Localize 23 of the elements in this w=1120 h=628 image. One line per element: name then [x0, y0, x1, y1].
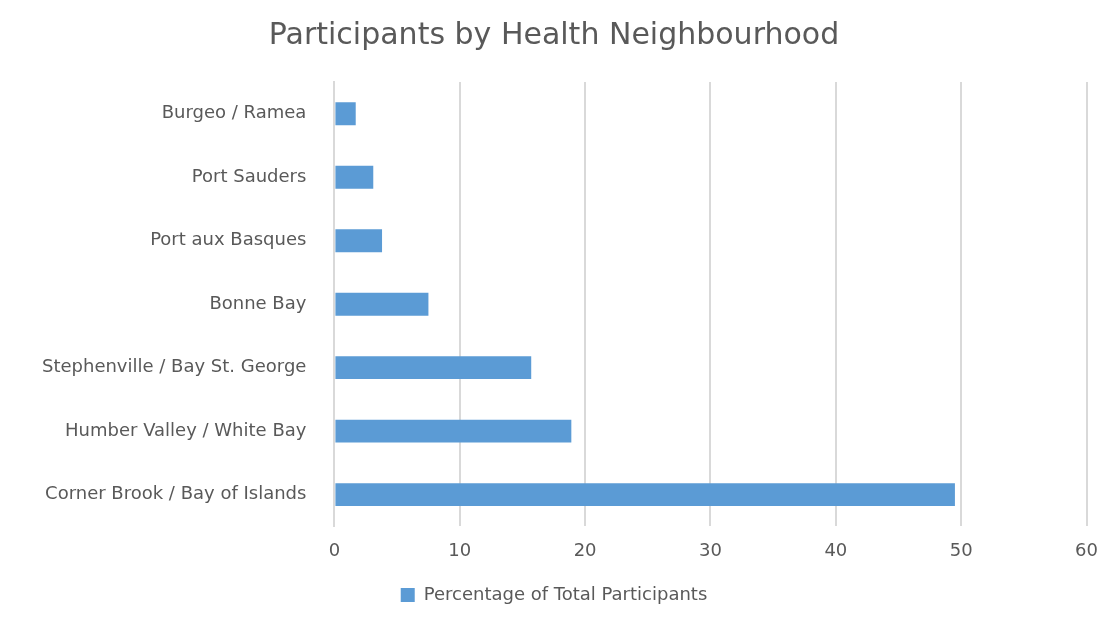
x-tick-label: 20: [573, 538, 597, 560]
chart-title: Participants by Health Neighbourhood: [268, 15, 840, 51]
legend-label: Percentage of Total Participants: [423, 582, 708, 604]
bar: [335, 229, 383, 253]
bar: [335, 165, 374, 189]
y-tick-label: Bonne Bay: [209, 291, 307, 313]
bar: [335, 419, 572, 443]
y-tick-label: Stephenville / Bay St. George: [41, 355, 307, 377]
bar: [335, 292, 429, 316]
y-tick-label: Humber Valley / White Bay: [65, 418, 307, 440]
x-tick-label: 60: [1075, 538, 1098, 560]
y-tick-label: Port Sauders: [191, 164, 307, 186]
x-tick-label: 50: [949, 538, 973, 560]
bar: [335, 102, 356, 126]
y-tick-label: Port aux Basques: [150, 228, 307, 250]
x-tick-label: 0: [328, 538, 341, 560]
x-tick-label: 40: [824, 538, 848, 560]
x-tick-label: 10: [448, 538, 472, 560]
bar: [335, 483, 955, 507]
y-tick-label: Corner Brook / Bay of Islands: [45, 482, 307, 504]
bar: [335, 356, 532, 380]
x-tick-label: 30: [699, 538, 722, 560]
y-tick-label: Burgeo / Ramea: [161, 101, 307, 123]
